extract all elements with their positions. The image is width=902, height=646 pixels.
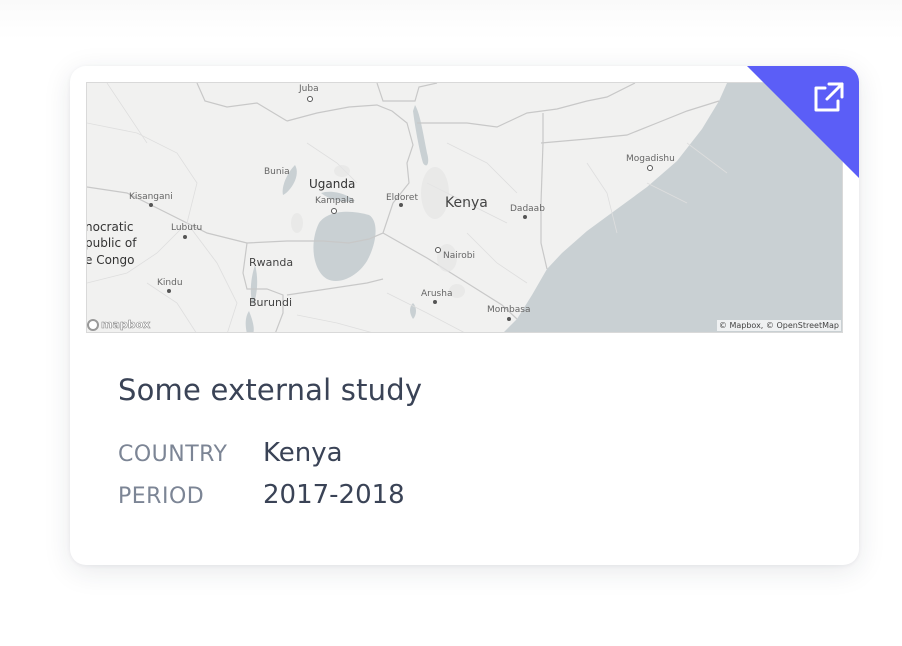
map-city-dot <box>435 247 441 253</box>
study-meta: COUNTRY Kenya PERIOD 2017-2018 <box>118 436 811 514</box>
map-label-uganda: Uganda <box>309 177 356 191</box>
map-attribution[interactable]: © Mapbox, © OpenStreetMap <box>716 320 841 331</box>
map-city-dot <box>307 96 313 102</box>
map-tiles <box>87 83 842 332</box>
external-link-corner <box>747 66 859 178</box>
map-label-juba: Juba <box>299 84 319 94</box>
map-city-dot <box>167 289 171 293</box>
mapbox-logo[interactable]: mapbox <box>87 318 151 332</box>
map-label-bunia: Bunia <box>264 167 290 177</box>
period-value: 2017-2018 <box>263 480 405 510</box>
map-label-rwanda: Rwanda <box>249 256 294 269</box>
map-label-kampala: Kampala <box>315 196 355 206</box>
map-city-dot <box>507 317 511 321</box>
map-label-kisangani: Kisangani <box>129 192 173 202</box>
map-label-drc-line1: nocratic <box>86 220 134 234</box>
mapbox-logo-text: mapbox <box>101 318 151 332</box>
map-label-arusha: Arusha <box>421 289 453 299</box>
card-content: Some external study COUNTRY Kenya PERIOD… <box>118 369 811 514</box>
map-label-drc-line3: e Congo <box>86 253 135 267</box>
external-link-icon <box>814 82 844 112</box>
country-value: Kenya <box>263 438 343 468</box>
map-city-dot <box>433 300 437 304</box>
map-city-dot <box>331 208 337 214</box>
study-title[interactable]: Some external study <box>118 373 423 407</box>
map-label-kindu: Kindu <box>157 278 183 288</box>
map-label-kenya: Kenya <box>445 195 488 211</box>
map-city-dot <box>399 203 403 207</box>
mapbox-logo-icon <box>87 318 99 331</box>
study-card[interactable]: Juba Bunia Uganda Kampala Eldoret Kenya … <box>70 66 859 565</box>
country-label: COUNTRY <box>118 442 228 467</box>
map-city-dot <box>149 203 153 207</box>
map-label-drc-line2: public of <box>86 236 137 250</box>
external-link-button[interactable] <box>747 66 859 178</box>
map-label-burundi: Burundi <box>249 296 293 309</box>
map-label-mogadishu: Mogadishu <box>626 154 675 164</box>
map-label-lubutu: Lubutu <box>171 223 203 233</box>
map-label-nairobi: Nairobi <box>443 251 475 261</box>
map-city-dot <box>523 215 527 219</box>
period-label: PERIOD <box>118 484 205 509</box>
map-preview[interactable]: Juba Bunia Uganda Kampala Eldoret Kenya … <box>86 82 843 333</box>
map-label-eldoret: Eldoret <box>386 193 418 203</box>
map-label-dadaab: Dadaab <box>510 204 545 214</box>
map-city-dot <box>183 235 187 239</box>
map-city-dot <box>647 165 653 171</box>
map-label-mombasa: Mombasa <box>487 305 531 315</box>
